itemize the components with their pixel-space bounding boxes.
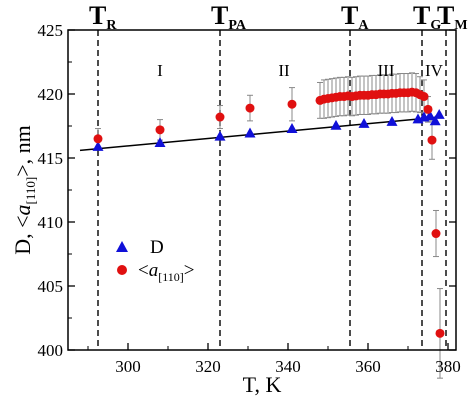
y-axis-label: D, <a[110]>, nm <box>10 125 38 255</box>
region-label: I <box>157 61 163 80</box>
point-a110 <box>215 112 225 122</box>
point-a110 <box>427 135 437 145</box>
y-tick-label: 405 <box>38 277 64 296</box>
point-a110 <box>93 134 103 144</box>
point-d <box>214 130 226 141</box>
point-d <box>433 108 445 119</box>
y-tick-label: 420 <box>38 85 64 104</box>
transition-label-r: TR <box>89 1 117 33</box>
point-d <box>92 140 104 151</box>
y-tick-label: 410 <box>38 213 64 232</box>
legend-label-a110: <a[110]> <box>138 260 194 284</box>
region-label: II <box>278 61 290 80</box>
point-d <box>244 127 256 138</box>
legend-marker-d <box>116 241 128 252</box>
x-axis-label: T, K <box>243 372 282 397</box>
point-d <box>386 116 398 126</box>
point-a110 <box>423 104 433 114</box>
data-marks-layer <box>92 87 445 338</box>
plot-frame <box>67 29 457 351</box>
transition-label-a: TA <box>341 1 369 33</box>
y-tick-label: 400 <box>38 341 64 360</box>
y-tick-label: 415 <box>38 149 64 168</box>
point-a110 <box>419 92 429 102</box>
point-d <box>286 123 298 133</box>
fit-line-layer <box>79 116 441 152</box>
transition-label-g: TG <box>413 1 441 33</box>
point-d <box>424 110 436 121</box>
transition-label-m: TM <box>437 1 468 33</box>
point-d <box>154 137 166 148</box>
x-tick-label: 340 <box>275 357 301 376</box>
point-a110 <box>287 99 297 109</box>
legend: D<a[110]> <box>116 237 194 284</box>
x-tick-label: 380 <box>435 357 461 376</box>
point-a110 <box>155 125 165 135</box>
transition-lines-layer <box>97 30 447 350</box>
y-tick-label: 425 <box>38 21 64 40</box>
point-a110 <box>245 103 255 113</box>
region-label: III <box>378 61 395 80</box>
x-tick-label: 360 <box>355 357 381 376</box>
point-a110 <box>431 229 441 239</box>
region-label: IV <box>425 61 444 80</box>
ticks-layer: 300 320 340 360 380 400 405 410 415 420 425 <box>38 21 461 376</box>
point-d <box>429 115 441 126</box>
point-a110 <box>435 328 445 338</box>
legend-label-d: D <box>150 237 164 258</box>
legend-marker-a110 <box>117 265 127 275</box>
x-tick-label: 300 <box>115 357 141 376</box>
transition-label-pa: TPA <box>211 1 247 33</box>
fit-line <box>79 116 441 152</box>
point-d <box>358 117 370 128</box>
point-d <box>330 119 342 130</box>
x-tick-label: 320 <box>195 357 221 376</box>
